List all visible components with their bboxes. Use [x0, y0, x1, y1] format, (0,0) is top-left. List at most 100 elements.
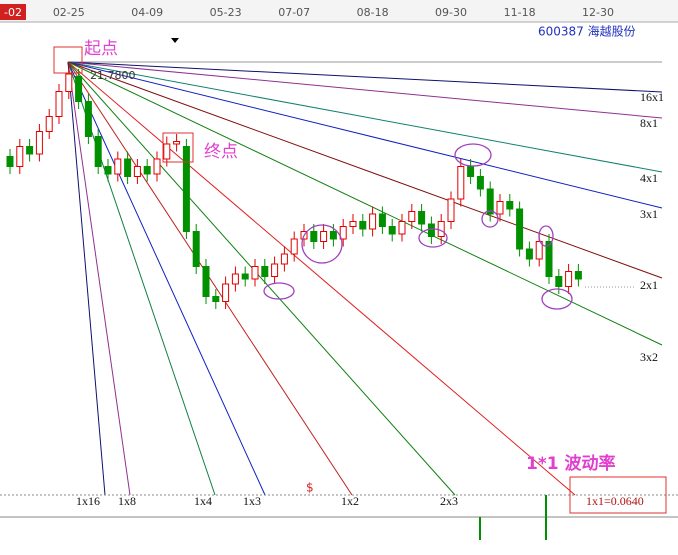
candle-body — [114, 158, 122, 175]
candles — [6, 62, 582, 309]
end-box — [162, 132, 194, 163]
candle-body — [496, 201, 504, 215]
candle-body — [339, 226, 347, 240]
candle-body — [329, 231, 337, 240]
fan-line — [67, 61, 353, 496]
candle-body — [545, 241, 553, 277]
fan-line — [67, 61, 663, 119]
marker: $ — [306, 481, 314, 495]
candle-body — [173, 141, 181, 145]
candle-body — [555, 276, 563, 287]
candle-body — [565, 271, 573, 287]
candle-body — [231, 273, 239, 285]
candle-body — [261, 266, 269, 277]
fan-line — [67, 61, 131, 496]
candle-body — [153, 158, 161, 175]
candle-body — [241, 273, 249, 280]
fan-label: 1x16 — [76, 494, 100, 508]
fan-line — [67, 61, 663, 173]
candle-body — [55, 91, 63, 117]
fan-line — [67, 61, 663, 93]
ellipse — [481, 210, 499, 228]
fan-line — [67, 61, 663, 279]
candle-body — [212, 296, 220, 302]
fan-label: 1x4 — [194, 494, 212, 508]
candle-body — [6, 156, 14, 167]
candle-body — [192, 231, 200, 267]
candle-body — [35, 131, 43, 155]
x-tick-label: 11-18 — [504, 6, 536, 19]
candle-body — [457, 166, 465, 200]
fan-label: 3x2 — [640, 350, 658, 364]
fan-line — [67, 61, 663, 209]
candle-body — [75, 76, 83, 102]
candle-body — [124, 158, 132, 177]
start-price: 21.7800 — [90, 69, 136, 82]
candle-body — [408, 211, 416, 222]
cursor-marker — [171, 38, 179, 43]
fan-line — [67, 61, 576, 496]
ellipse — [454, 143, 492, 167]
ellipse — [263, 282, 295, 300]
candle-body — [486, 188, 494, 215]
candle-body — [516, 208, 524, 250]
fan-line — [67, 61, 266, 496]
highlights — [263, 143, 573, 310]
candle-body — [45, 116, 53, 132]
candle-body — [133, 166, 141, 177]
candle-body — [369, 213, 377, 230]
candle-body — [320, 231, 328, 242]
candle-body — [427, 223, 435, 237]
x-tick-label: 02-25 — [53, 6, 85, 19]
end-label: 终点 — [204, 142, 238, 162]
ellipse — [301, 224, 343, 264]
candle-body — [84, 101, 92, 137]
fan-label: 1x3 — [243, 494, 261, 508]
candle-body — [271, 263, 279, 277]
fan-label: 3x1 — [640, 207, 658, 221]
rate-box — [569, 476, 667, 514]
candle-body — [16, 146, 24, 167]
x-tick-label: 04-09 — [131, 6, 163, 19]
fan-line — [67, 61, 456, 496]
candle-body — [104, 166, 112, 175]
candle-body — [280, 253, 288, 265]
fan-label: 2x3 — [440, 494, 458, 508]
x-tick-label: 12-30 — [582, 6, 614, 19]
candle-body — [349, 221, 357, 227]
fan-label: 1x2 — [341, 494, 359, 508]
candle-body — [437, 221, 445, 237]
candle-body — [65, 73, 73, 92]
candle-body — [447, 198, 455, 222]
fan — [67, 61, 663, 496]
candle-body — [202, 266, 210, 297]
candle-body — [310, 231, 318, 242]
start-label: 起点 — [84, 39, 118, 59]
period-box[interactable] — [0, 4, 26, 20]
candle-body — [251, 266, 259, 280]
stock-name: 600387 海越股份 — [538, 24, 636, 39]
ellipse — [418, 228, 448, 248]
period[interactable]: -02 — [4, 6, 22, 19]
x-tick-label: 05-23 — [210, 6, 242, 19]
candle-body — [143, 166, 151, 175]
rate-title: 1*1 波动率 — [526, 453, 615, 474]
candle-body — [418, 211, 426, 225]
x-tick-label: 09-30 — [435, 6, 467, 19]
ellipse — [538, 225, 554, 247]
rate: 1x1=0.0640 — [586, 494, 644, 508]
candle-body — [506, 201, 514, 210]
candle-body — [163, 143, 171, 160]
fan-label: 8x1 — [640, 116, 658, 130]
candle-body — [525, 248, 533, 260]
fan-line — [67, 61, 106, 496]
fan-line — [67, 61, 216, 496]
ellipse — [541, 288, 573, 310]
fan-line — [67, 61, 663, 346]
candle-body — [467, 166, 475, 177]
candle-body — [398, 221, 406, 235]
candle-body — [359, 221, 367, 230]
fan-label: 1x8 — [118, 494, 136, 508]
candle-body — [535, 241, 543, 260]
